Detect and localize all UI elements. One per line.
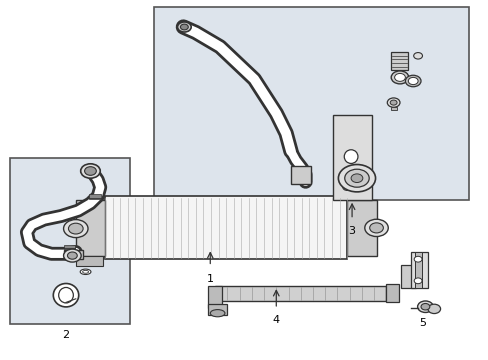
Circle shape: [344, 169, 368, 187]
Bar: [332, 115, 371, 200]
Bar: [390, 52, 407, 70]
Text: 1: 1: [206, 274, 213, 284]
Text: 2: 2: [62, 330, 69, 340]
Bar: [10, 158, 129, 324]
Circle shape: [407, 77, 417, 85]
Circle shape: [63, 249, 81, 262]
Circle shape: [413, 278, 421, 284]
Bar: [207, 304, 227, 315]
Bar: [63, 250, 83, 259]
Circle shape: [63, 220, 88, 238]
Bar: [76, 200, 105, 256]
Circle shape: [394, 73, 405, 81]
Text: 3: 3: [348, 226, 355, 236]
Ellipse shape: [59, 287, 73, 303]
Bar: [386, 284, 398, 302]
Bar: [154, 7, 468, 200]
Circle shape: [364, 219, 387, 237]
Circle shape: [81, 164, 100, 178]
Bar: [207, 286, 222, 308]
Bar: [390, 107, 396, 110]
Bar: [64, 245, 75, 249]
Circle shape: [177, 22, 191, 32]
Ellipse shape: [210, 310, 224, 317]
Circle shape: [413, 256, 421, 262]
Bar: [414, 252, 421, 288]
Ellipse shape: [344, 150, 357, 163]
Bar: [290, 166, 310, 184]
Bar: [215, 286, 386, 301]
Bar: [89, 194, 102, 199]
Bar: [400, 265, 415, 288]
Circle shape: [405, 75, 420, 87]
Circle shape: [413, 53, 422, 59]
Text: 5: 5: [419, 318, 426, 328]
Bar: [410, 252, 427, 288]
Circle shape: [84, 167, 96, 175]
Circle shape: [389, 100, 396, 105]
Ellipse shape: [80, 269, 91, 275]
Circle shape: [427, 304, 440, 314]
Circle shape: [417, 301, 432, 312]
Circle shape: [420, 303, 429, 310]
Circle shape: [390, 71, 408, 84]
Circle shape: [180, 24, 188, 30]
Circle shape: [350, 174, 362, 183]
Circle shape: [369, 223, 383, 233]
Bar: [346, 200, 376, 256]
Ellipse shape: [53, 284, 79, 307]
Circle shape: [386, 98, 399, 107]
Bar: [76, 256, 102, 266]
Ellipse shape: [82, 270, 88, 273]
Circle shape: [342, 184, 351, 190]
Circle shape: [68, 223, 83, 234]
Text: 4: 4: [272, 315, 279, 325]
Circle shape: [338, 165, 375, 192]
Circle shape: [67, 252, 77, 259]
Bar: [105, 196, 346, 259]
